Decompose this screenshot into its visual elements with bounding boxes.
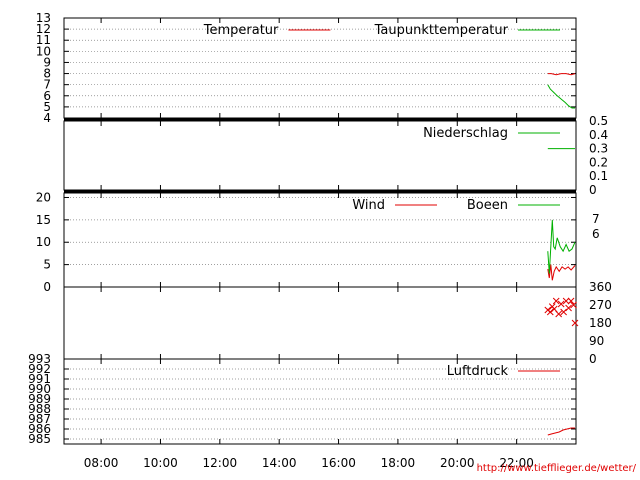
y-tick-label: 0.4 <box>589 128 608 142</box>
data-point <box>560 308 567 316</box>
legend-label: Taupunkttemperatur <box>374 23 509 38</box>
legend-label: Temperatur <box>203 23 279 38</box>
data-point <box>571 319 579 327</box>
data-point <box>552 297 560 305</box>
y-tick-label: 0 <box>589 183 597 197</box>
series-line <box>547 219 576 274</box>
y-tick-label: 989 <box>28 392 51 406</box>
y-tick-label: 15 <box>36 213 51 227</box>
y-tick-label: 0.2 <box>589 155 608 169</box>
x-tick-label: 10:00 <box>143 456 178 470</box>
data-point <box>546 308 554 316</box>
legend-label: Boeen <box>467 198 508 213</box>
series-line <box>547 73 576 76</box>
panel-frame <box>63 358 577 445</box>
y-tick-label: 20 <box>36 190 51 204</box>
y-tick-label: 0.1 <box>589 169 608 183</box>
y-tick-label: 360 <box>589 280 612 294</box>
y-tick-label: 992 <box>28 362 51 376</box>
y-tick-label: 0 <box>589 352 597 366</box>
y-tick-label: 990 <box>28 382 51 396</box>
y-tick-label: 0.5 <box>589 114 608 128</box>
y-tick-label: 7 <box>43 78 51 92</box>
right-tick-label: 7 <box>592 212 600 226</box>
series-line <box>547 264 576 281</box>
y-tick-label: 180 <box>589 316 612 330</box>
legend-label: Niederschlag <box>423 126 508 141</box>
data-point <box>557 300 565 308</box>
credit-link[interactable]: http://www.tiefflieger.de/wetter/ <box>476 463 636 474</box>
data-point <box>562 297 570 305</box>
legend-label: Luftdruck <box>447 364 509 379</box>
x-tick-label: 20:00 <box>440 456 475 470</box>
x-tick-label: 18:00 <box>381 456 416 470</box>
panel-frame <box>63 286 577 360</box>
y-tick-label: 11 <box>36 33 51 47</box>
y-tick-label: 6 <box>43 89 51 103</box>
y-tick-label: 90 <box>589 334 604 348</box>
data-point <box>565 304 572 312</box>
y-tick-label: 12 <box>36 22 51 36</box>
y-tick-label: 991 <box>28 372 51 386</box>
y-tick-label: 985 <box>28 432 51 446</box>
y-tick-label: 993 <box>28 352 51 366</box>
x-tick-label: 16:00 <box>321 456 356 470</box>
y-tick-label: 0.3 <box>589 142 608 156</box>
y-tick-label: 987 <box>28 412 51 426</box>
y-tick-label: 0 <box>43 280 51 294</box>
legend-label: Wind <box>352 198 385 213</box>
y-tick-label: 270 <box>589 298 612 312</box>
y-tick-label: 8 <box>43 67 51 81</box>
y-tick-label: 13 <box>36 11 51 25</box>
y-tick-label: 10 <box>36 44 51 58</box>
x-tick-label: 22:00 <box>499 456 534 470</box>
x-tick-label: 12:00 <box>203 456 238 470</box>
data-point <box>555 310 563 318</box>
y-tick-label: 986 <box>28 422 51 436</box>
series-line <box>547 84 575 109</box>
y-tick-label: 9 <box>43 55 51 69</box>
y-tick-label: 988 <box>28 402 51 416</box>
data-point <box>567 297 575 305</box>
panel-frame <box>63 17 577 119</box>
series-line <box>547 427 575 436</box>
x-tick-label: 08:00 <box>84 456 119 470</box>
panel-frame <box>63 120 577 191</box>
y-tick-label: 5 <box>43 258 51 272</box>
y-tick-label: 10 <box>36 235 51 249</box>
right-tick-label: 6 <box>592 227 600 241</box>
data-point <box>570 301 577 309</box>
y-tick-label: 5 <box>43 100 51 114</box>
x-tick-label: 14:00 <box>262 456 297 470</box>
y-tick-label: 4 <box>43 111 51 125</box>
